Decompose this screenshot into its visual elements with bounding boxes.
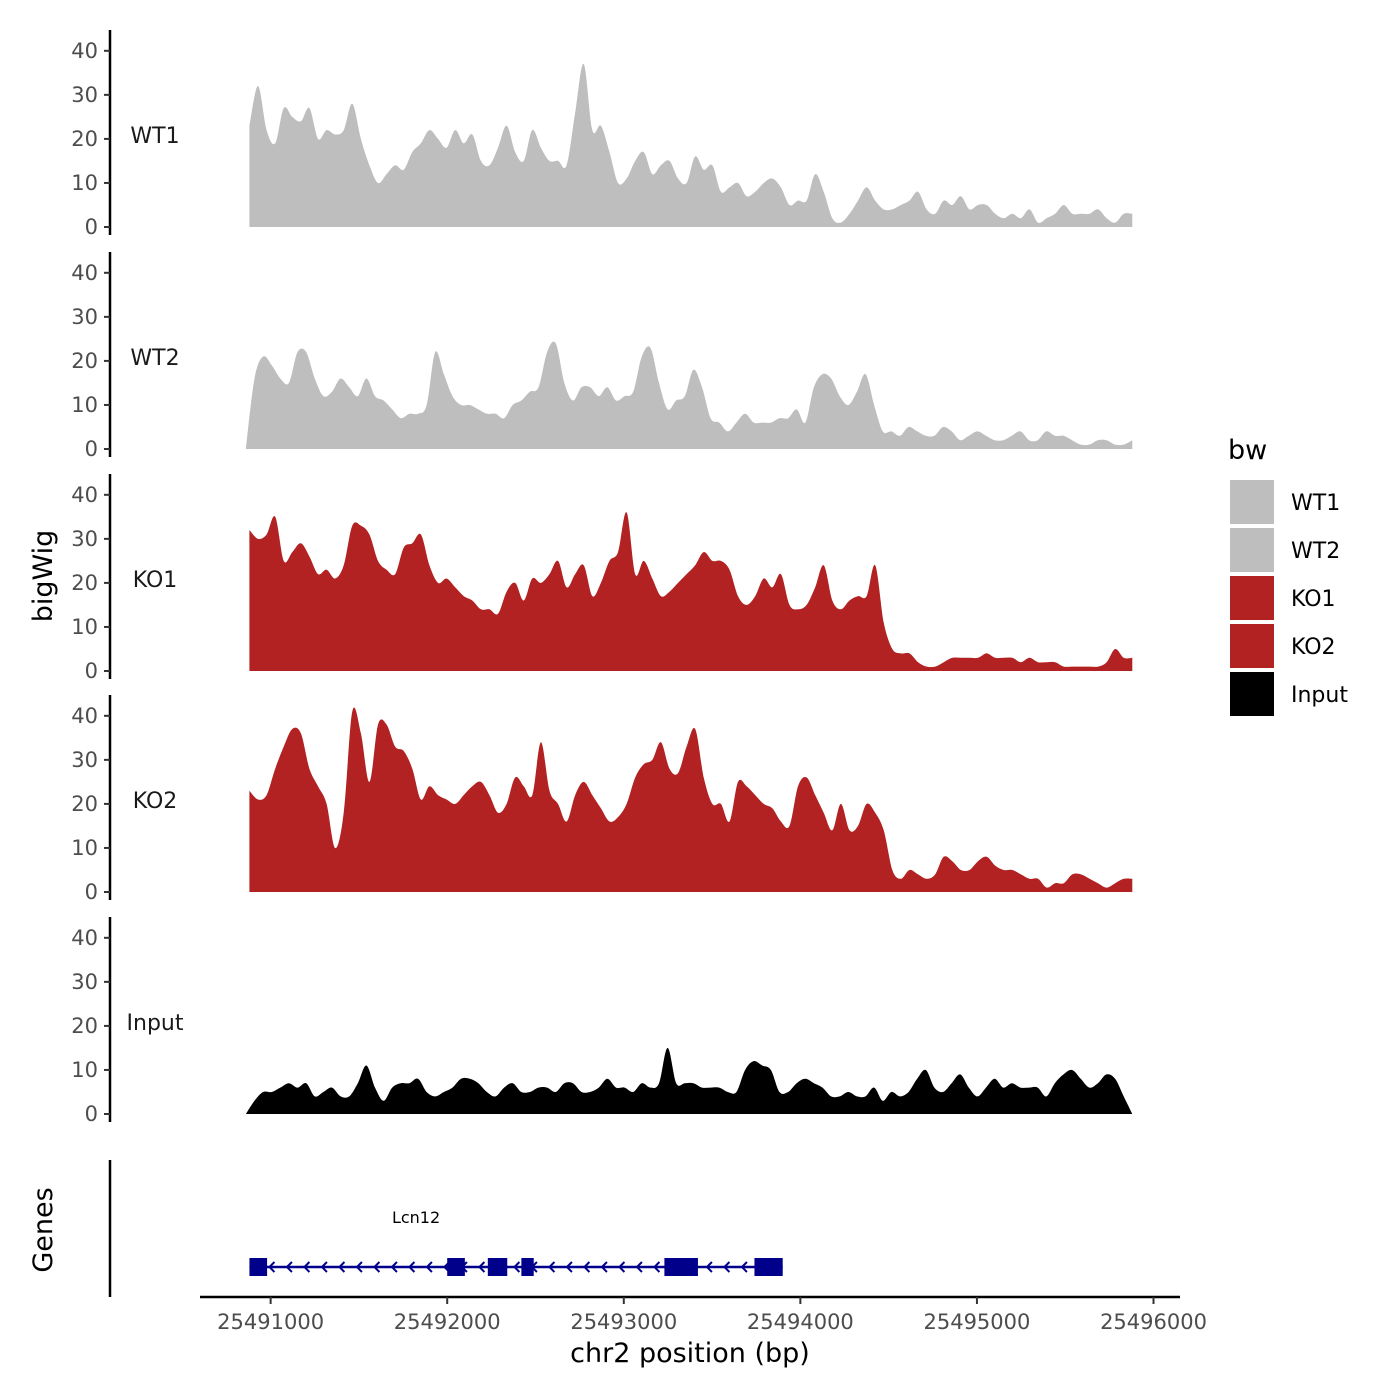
track-label: KO1 — [133, 568, 178, 593]
x-tick-label: 25492000 — [394, 1310, 501, 1334]
y-tick-label: 30 — [71, 83, 98, 107]
x-tick-label: 25496000 — [1100, 1310, 1207, 1334]
legend-label-ko2: KO2 — [1291, 635, 1336, 660]
y-tick-label: 40 — [71, 261, 98, 285]
gene-exon — [521, 1258, 534, 1276]
legend-label-wt2: WT2 — [1291, 539, 1340, 564]
gene-label: Lcn12 — [392, 1208, 440, 1227]
y-tick-label: 10 — [71, 393, 98, 417]
y-tick-label: 0 — [85, 659, 98, 683]
y-tick-label: 40 — [71, 926, 98, 950]
strand-arrow-icon — [583, 1261, 591, 1273]
legend-label-input: Input — [1291, 683, 1348, 708]
track-panels: 0 10 20 30 40 WT1 0 10 20 30 40 WT2 0 10 20 30 40 KO1 0 10 2… — [71, 30, 1133, 1126]
gene-exon — [754, 1258, 783, 1276]
legend-swatch-wt1 — [1230, 480, 1274, 524]
y-axis-title: bigWig — [28, 530, 59, 623]
gene-exon — [487, 1258, 508, 1276]
gene-exon — [249, 1258, 268, 1276]
track-panel-input: 0 10 20 30 40 Input — [71, 917, 1133, 1126]
legend-label-wt1: WT1 — [1291, 491, 1340, 516]
strand-arrow-icon — [390, 1261, 398, 1273]
gene-track: Lcn12 — [108, 1160, 783, 1297]
legend-title: bw — [1228, 435, 1267, 466]
y-tick-label: 10 — [71, 615, 98, 639]
y-tick-label: 30 — [71, 527, 98, 551]
strand-arrow-icon — [268, 1261, 276, 1273]
strand-arrow-icon — [425, 1261, 433, 1273]
coverage-area-wt2 — [245, 341, 1133, 449]
track-panel-ko2: 0 10 20 30 40 KO2 — [71, 695, 1133, 904]
strand-arrow-icon — [408, 1261, 416, 1273]
coverage-area-ko1 — [249, 512, 1133, 671]
track-label: WT2 — [130, 346, 179, 371]
gene-exon — [664, 1258, 698, 1276]
strand-arrow-icon — [635, 1261, 643, 1273]
y-tick-label: 20 — [71, 349, 98, 373]
legend-swatch-wt2 — [1230, 528, 1274, 572]
y-tick-label: 20 — [71, 792, 98, 816]
strand-arrow-icon — [355, 1261, 363, 1273]
y-tick-label: 0 — [85, 215, 98, 239]
strand-arrow-icon — [600, 1261, 608, 1273]
coverage-area-ko2 — [249, 707, 1133, 892]
x-axis: 25491000 25492000 25493000 25494000 25495000… — [200, 1295, 1207, 1334]
y-tick-label: 10 — [71, 171, 98, 195]
y-tick-label: 30 — [71, 970, 98, 994]
y-tick-label: 30 — [71, 748, 98, 772]
strand-arrow-icon — [705, 1261, 713, 1273]
legend-swatch-input — [1230, 672, 1274, 716]
strand-arrow-icon — [548, 1261, 556, 1273]
strand-arrow-icon — [513, 1261, 521, 1273]
strand-arrow-icon — [320, 1261, 328, 1273]
y-tick-label: 30 — [71, 305, 98, 329]
x-tick-label: 25491000 — [217, 1310, 324, 1334]
legend-swatch-ko1 — [1230, 576, 1274, 620]
strand-arrow-icon — [285, 1261, 293, 1273]
strand-arrow-icon — [478, 1261, 486, 1273]
legend-label-ko1: KO1 — [1291, 587, 1336, 612]
strand-arrow-icon — [723, 1261, 731, 1273]
gene-exon — [447, 1258, 465, 1276]
strand-arrow-icon — [740, 1261, 748, 1273]
coverage-area-input — [245, 1047, 1133, 1114]
strand-arrow-icon — [618, 1261, 626, 1273]
strand-arrow-icon — [565, 1261, 573, 1273]
track-label: Input — [127, 1011, 184, 1036]
track-panel-ko1: 0 10 20 30 40 KO1 — [71, 474, 1133, 683]
strand-arrow-icon — [653, 1261, 661, 1273]
legend: bw WT1 WT2 KO1 KO2 Input — [1228, 435, 1348, 716]
y-tick-label: 10 — [71, 836, 98, 860]
x-axis-title: chr2 position (bp) — [570, 1338, 810, 1369]
x-tick-label: 25493000 — [570, 1310, 677, 1334]
y-tick-label: 20 — [71, 127, 98, 151]
y-tick-label: 10 — [71, 1058, 98, 1082]
coverage-area-wt1 — [249, 63, 1133, 228]
strand-arrow-icon — [303, 1261, 311, 1273]
y-tick-label: 0 — [85, 1102, 98, 1126]
x-tick-label: 25495000 — [923, 1310, 1030, 1334]
y-tick-label: 20 — [71, 571, 98, 595]
x-tick-label: 25494000 — [747, 1310, 854, 1334]
y-tick-label: 20 — [71, 1014, 98, 1038]
track-panel-wt2: 0 10 20 30 40 WT2 — [71, 252, 1133, 461]
track-panel-wt1: 0 10 20 30 40 WT1 — [71, 30, 1133, 239]
track-label: KO2 — [133, 789, 178, 814]
legend-swatch-ko2 — [1230, 624, 1274, 668]
y-tick-label: 0 — [85, 880, 98, 904]
strand-arrow-icon — [373, 1261, 381, 1273]
genes-axis-title: Genes — [28, 1187, 59, 1272]
track-label: WT1 — [130, 124, 179, 149]
y-tick-label: 0 — [85, 437, 98, 461]
y-tick-label: 40 — [71, 704, 98, 728]
strand-arrow-icon — [338, 1261, 346, 1273]
y-tick-label: 40 — [71, 483, 98, 507]
y-tick-label: 40 — [71, 39, 98, 63]
